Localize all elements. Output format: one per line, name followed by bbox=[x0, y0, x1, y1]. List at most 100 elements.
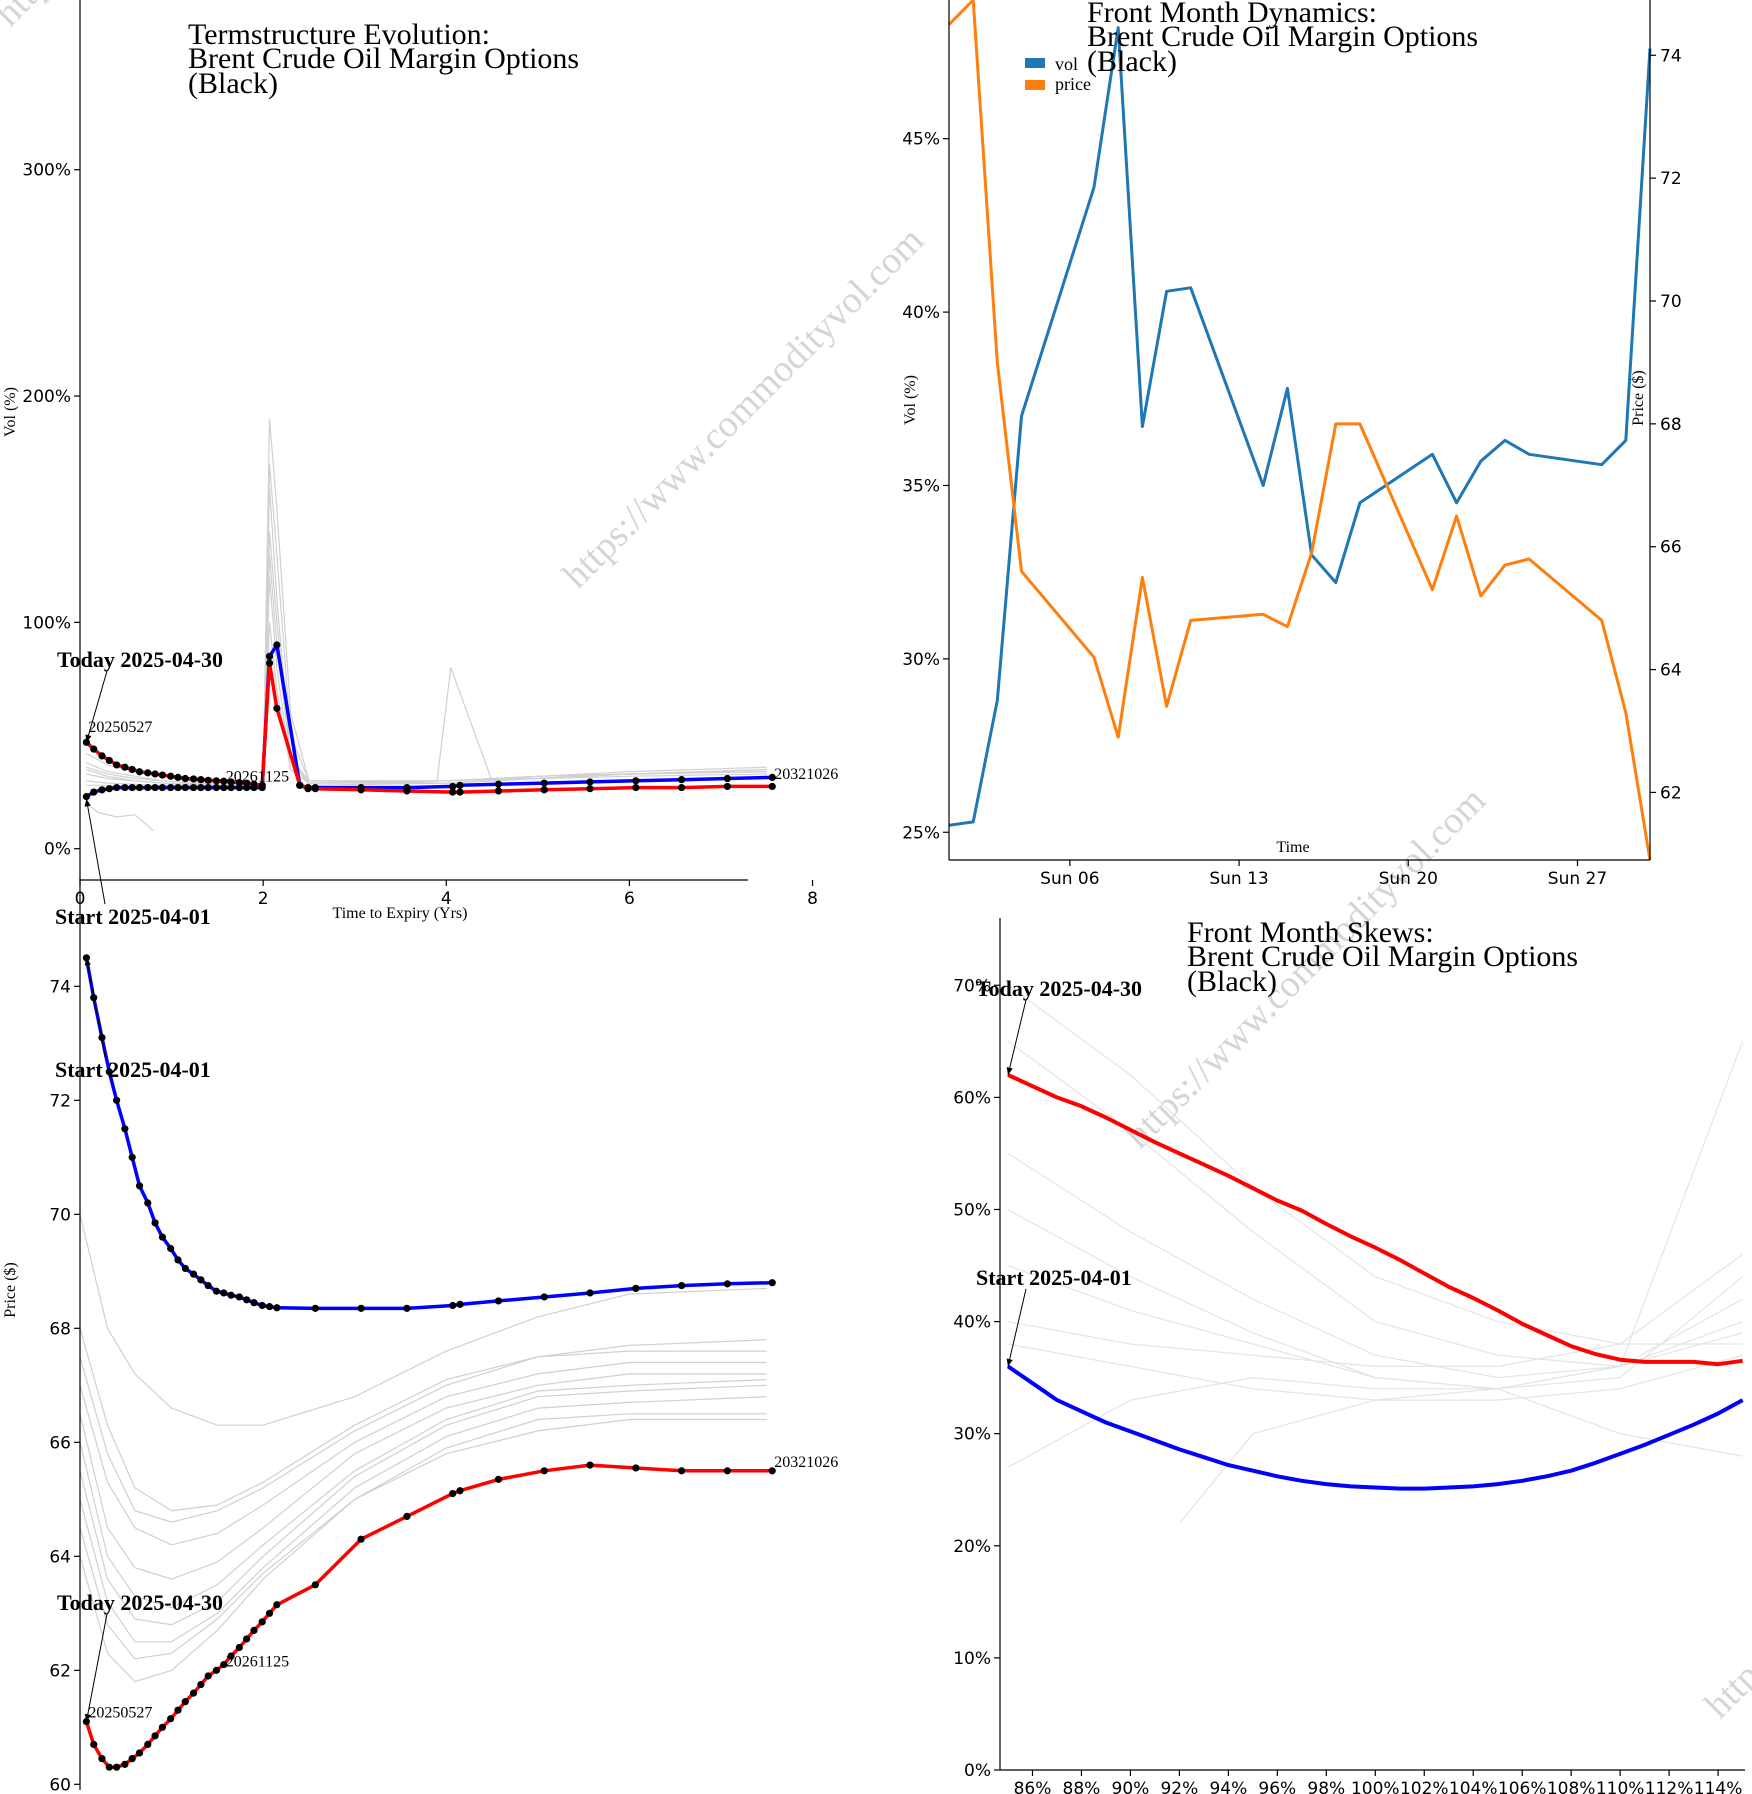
price-y-tick-label: 72 bbox=[49, 1091, 71, 1111]
front-month-y2-tick-label: 74 bbox=[1660, 46, 1682, 66]
termstructure-today-point bbox=[113, 761, 121, 769]
termstructure-title-line-1: Termstructure Evolution: bbox=[188, 18, 490, 51]
termstructure-y-tick-label: 100% bbox=[22, 613, 71, 633]
price-history-line bbox=[79, 1379, 767, 1609]
price-start-point bbox=[197, 1276, 205, 1284]
front-month-x-axis-title: Time bbox=[1276, 839, 1309, 856]
skew-history-line bbox=[1007, 1376, 1743, 1468]
skew-y-tick-label: 20% bbox=[953, 1537, 991, 1557]
skew-y-tick-label: 60% bbox=[953, 1088, 991, 1108]
skews-title-line-1: Front Month Skews: bbox=[1187, 916, 1434, 949]
front-month-axes: 25% 30% 35% 40% 45% 62 64 66 68 70 72 74 Sun 06 Sun 1… bbox=[902, 0, 1682, 889]
skew-x-tick-label: 98% bbox=[1307, 1779, 1345, 1794]
watermark-fragment-bottom-right: http bbox=[1697, 1655, 1752, 1727]
termstructure-start-point bbox=[128, 783, 136, 792]
price-today-point bbox=[174, 1706, 182, 1714]
termstructure-start-point bbox=[220, 783, 228, 792]
price-start-point bbox=[181, 1264, 189, 1273]
termstructure-today-point bbox=[677, 783, 686, 792]
price-today-point bbox=[189, 1689, 198, 1697]
price-start-point bbox=[105, 1068, 113, 1076]
price-today-annotation-arrowhead bbox=[84, 1713, 91, 1722]
termstructure-title-line-3: (Black) bbox=[188, 67, 278, 100]
watermark-fragment-top-left: http bbox=[0, 0, 58, 34]
skew-history-line bbox=[1007, 1253, 1743, 1367]
price-today-point bbox=[235, 1643, 243, 1652]
skew-y-tick-label: 40% bbox=[953, 1313, 991, 1333]
termstructure-today-point bbox=[105, 756, 113, 765]
termstructure-today-line bbox=[85, 661, 773, 794]
termstructure-start-point bbox=[273, 641, 281, 649]
termstructure-start-point bbox=[456, 781, 464, 789]
price-start-annotation-arrowhead bbox=[84, 957, 91, 966]
termstructure-start-point bbox=[82, 793, 91, 801]
front-month-y2-tick-label: 68 bbox=[1660, 415, 1682, 435]
skew-x-tick-label: 86% bbox=[1014, 1779, 1052, 1794]
skew-x-tick-label: 114% bbox=[1694, 1779, 1743, 1794]
termstructure-point-label: 20321026 bbox=[774, 766, 838, 783]
termstructure-start-annotation-arrowhead bbox=[84, 798, 91, 807]
front-month-skews-chart: 0% 10% 20% 30% 40% 50% 60% 70% 86% 88% 90% 92% 94% 96… bbox=[953, 916, 1745, 1794]
termstructure-today-point bbox=[235, 779, 243, 787]
termstructure-start-point bbox=[181, 783, 189, 792]
price-start-point bbox=[151, 1219, 159, 1227]
termstructure-history-line bbox=[86, 802, 154, 832]
price-today-point bbox=[258, 1618, 266, 1626]
price-today-point bbox=[121, 1760, 129, 1768]
price-start-point bbox=[243, 1296, 251, 1304]
front-month-vol-line bbox=[948, 26, 1652, 827]
termstructure-x-tick-label: 4 bbox=[441, 889, 452, 909]
termstructure-series bbox=[82, 641, 776, 801]
termstructure-today-point bbox=[220, 777, 228, 785]
termstructure-today-point bbox=[494, 787, 503, 795]
termstructure-axes: 0%100%200%300%0 2 4 6 8 bbox=[22, 0, 818, 909]
termstructure-today-point bbox=[174, 773, 182, 781]
skew-today-line bbox=[1007, 1073, 1743, 1367]
termstructure-start-point bbox=[632, 777, 640, 785]
termstructure-today-point bbox=[403, 787, 411, 795]
termstructure-start-point bbox=[90, 788, 98, 796]
price-today-point bbox=[586, 1461, 594, 1469]
price-today-point bbox=[723, 1467, 731, 1475]
termstructure-start-point bbox=[135, 783, 144, 792]
termstructure-x-tick-label: 6 bbox=[624, 889, 635, 909]
termstructure-today-point bbox=[128, 765, 136, 774]
termstructure-today-annotation-pointer bbox=[85, 670, 108, 743]
price-today-point bbox=[449, 1490, 457, 1498]
skew-axes: 0% 10% 20% 30% 40% 50% 60% 70% 86% 88% 90% 92% 94% 96… bbox=[953, 918, 1745, 1794]
termstructure-today-point bbox=[135, 768, 144, 776]
price-start-point bbox=[174, 1256, 182, 1264]
price-today-point bbox=[403, 1512, 411, 1520]
skew-x-tick-label: 106% bbox=[1498, 1779, 1547, 1794]
termstructure-today-point bbox=[144, 769, 152, 777]
price-start-point bbox=[258, 1301, 266, 1310]
termstructure-start-point bbox=[158, 783, 167, 792]
termstructure-today-point bbox=[250, 780, 258, 788]
price-start-point bbox=[98, 1034, 106, 1042]
termstructure-today-point bbox=[151, 770, 159, 778]
price-point-label: 20261125 bbox=[226, 1653, 289, 1670]
front-month-y2-tick-label: 66 bbox=[1660, 538, 1682, 558]
front-month-dynamics-chart: 25% 30% 35% 40% 45% 62 64 66 68 70 72 74 Sun 06 Sun 1… bbox=[902, 0, 1682, 889]
price-start-point bbox=[212, 1287, 221, 1295]
price-today-point bbox=[768, 1467, 776, 1475]
price-today-point bbox=[357, 1535, 365, 1543]
price-today-point bbox=[204, 1672, 212, 1680]
front-month-y2-tick-label: 70 bbox=[1660, 292, 1682, 312]
termstructure-annotations: Today 2025-04-30 Start 2025-04-01 20250527… bbox=[55, 647, 838, 929]
skew-history-line bbox=[1007, 1040, 1743, 1368]
price-start-point bbox=[235, 1293, 243, 1301]
price-today-point bbox=[98, 1755, 106, 1763]
front-month-x-tick-label: Sun 20 bbox=[1379, 869, 1438, 889]
price-start-point bbox=[456, 1300, 464, 1308]
price-today-point bbox=[250, 1626, 258, 1634]
skew-x-tick-label: 92% bbox=[1160, 1779, 1198, 1794]
price-point-label: 20250527 bbox=[88, 1705, 152, 1722]
skew-x-tick-label: 100% bbox=[1351, 1779, 1400, 1794]
front-month-y2-axis-title: Price ($) bbox=[1630, 370, 1647, 426]
front-month-y-tick-label: 25% bbox=[902, 823, 940, 843]
skew-y-tick-label: 0% bbox=[964, 1761, 991, 1781]
price-start-point bbox=[220, 1289, 228, 1297]
front-month-series bbox=[947, 0, 1652, 861]
